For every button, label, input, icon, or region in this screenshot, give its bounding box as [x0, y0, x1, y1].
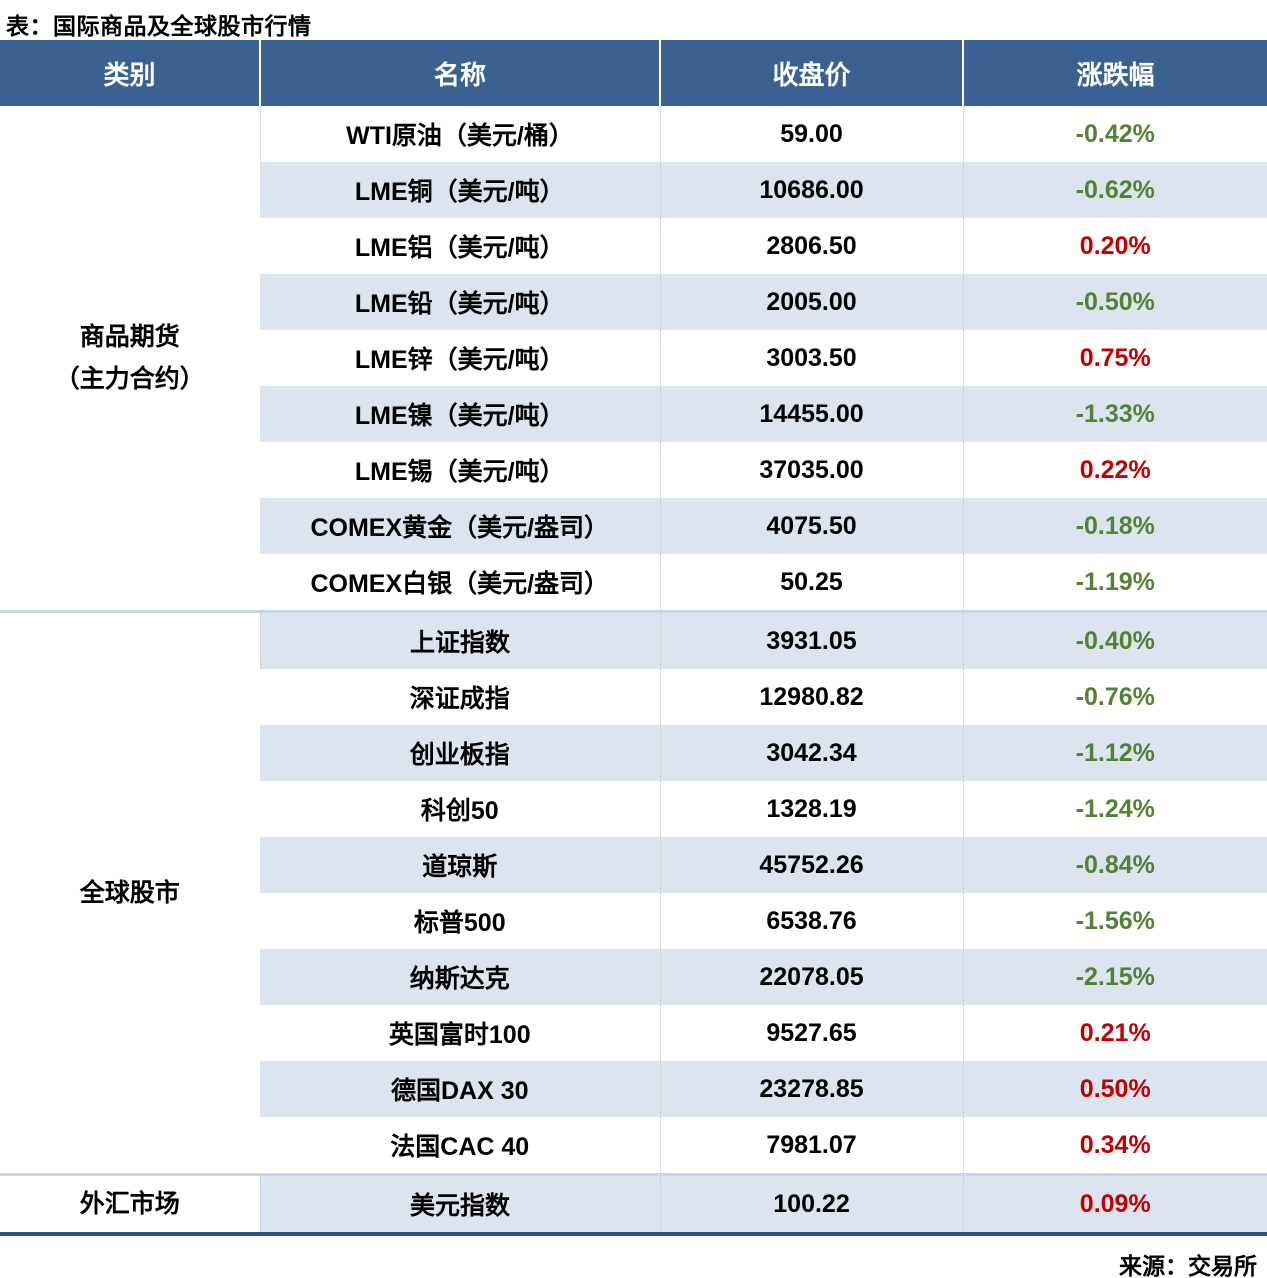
change-cell: 0.21%	[962, 1005, 1267, 1061]
name-cell: LME锡（美元/吨）	[260, 442, 660, 498]
table-row: 英国富时100 9527.65 0.21%	[0, 1005, 1267, 1061]
close-price-cell: 14455.00	[659, 386, 963, 442]
change-cell: -0.18%	[962, 498, 1267, 554]
close-price-cell: 100.22	[659, 1173, 963, 1234]
change-cell: -0.42%	[962, 106, 1267, 162]
table-row: LME铅（美元/吨） 2005.00 -0.50%	[0, 274, 1267, 330]
category-line: 商品期货	[79, 322, 180, 351]
table-row: 深证成指 12980.82 -0.76%	[0, 669, 1267, 725]
table-title: 表：国际商品及全球股市行情	[6, 13, 312, 39]
name-cell: COMEX白银（美元/盎司）	[260, 554, 660, 612]
market-table: 类别 名称 收盘价 涨跌幅 商品期货 （主力合约） WTI原油（美元/桶） 59.00…	[0, 40, 1267, 1236]
change-cell: 0.34%	[962, 1117, 1267, 1175]
table-row: 外汇市场 美元指数 100.22 0.09%	[0, 1173, 1267, 1234]
category-line: 全球股市	[79, 878, 180, 907]
name-cell: 美元指数	[259, 1173, 660, 1234]
change-cell: -0.84%	[962, 837, 1267, 893]
close-price-cell: 12980.82	[659, 669, 963, 725]
close-price-cell: 3931.05	[659, 610, 963, 669]
close-price-cell: 2806.50	[659, 218, 963, 274]
change-cell: 0.20%	[962, 218, 1267, 274]
close-price-cell: 22078.05	[659, 949, 963, 1005]
change-cell: -0.62%	[962, 162, 1267, 218]
close-price-cell: 4075.50	[659, 498, 963, 554]
table-row: 创业板指 3042.34 -1.12%	[0, 725, 1267, 781]
table-row: COMEX黄金（美元/盎司） 4075.50 -0.18%	[0, 498, 1267, 554]
name-cell: 创业板指	[260, 725, 660, 781]
name-cell: 德国DAX 30	[260, 1061, 660, 1117]
name-cell: LME锌（美元/吨）	[260, 330, 660, 386]
change-cell: -1.33%	[962, 386, 1267, 442]
table-body: 商品期货 （主力合约） WTI原油（美元/桶） 59.00 -0.42% LME铜（美元/…	[0, 106, 1267, 1234]
change-cell: -0.76%	[962, 669, 1267, 725]
header-row: 类别 名称 收盘价 涨跌幅	[0, 40, 1267, 106]
table-row: LME锡（美元/吨） 37035.00 0.22%	[0, 442, 1267, 498]
col-header-category: 类别	[0, 40, 260, 106]
name-cell: LME铝（美元/吨）	[260, 218, 660, 274]
change-cell: -1.12%	[962, 725, 1267, 781]
name-cell: 纳斯达克	[260, 949, 660, 1005]
change-cell: -1.56%	[962, 893, 1267, 949]
close-price-cell: 37035.00	[659, 442, 963, 498]
change-cell: 0.75%	[962, 330, 1267, 386]
change-cell: -1.19%	[962, 554, 1267, 612]
table-header: 类别 名称 收盘价 涨跌幅	[0, 40, 1267, 106]
table-row: 全球股市 上证指数 3931.05 -0.40%	[0, 610, 1267, 1175]
change-cell: -0.40%	[962, 610, 1267, 669]
col-header-close-price: 收盘价	[659, 40, 963, 106]
change-cell: -0.50%	[962, 274, 1267, 330]
name-cell: LME铜（美元/吨）	[260, 162, 660, 218]
table-row: 法国CAC 40 7981.07 0.34%	[0, 1117, 1267, 1175]
name-cell: COMEX黄金（美元/盎司）	[260, 498, 660, 554]
table-row: 德国DAX 30 23278.85 0.50%	[0, 1061, 1267, 1117]
close-price-cell: 7981.07	[659, 1117, 963, 1175]
change-cell: 0.09%	[962, 1173, 1267, 1234]
category-cell: 商品期货 （主力合约）	[0, 106, 260, 612]
table-row: COMEX白银（美元/盎司） 50.25 -1.19%	[0, 554, 1267, 612]
change-cell: 0.22%	[962, 442, 1267, 498]
close-price-cell: 2005.00	[659, 274, 963, 330]
close-price-cell: 9527.65	[659, 1005, 963, 1061]
name-cell: 标普500	[260, 893, 660, 949]
category-line: 外汇市场	[79, 1189, 180, 1218]
category-cell: 外汇市场	[0, 1173, 260, 1234]
table-row: 商品期货 （主力合约） WTI原油（美元/桶） 59.00 -0.42%	[0, 106, 1267, 612]
table-row: 标普500 6538.76 -1.56%	[0, 893, 1267, 949]
close-price-cell: 6538.76	[659, 893, 963, 949]
table-row: LME镍（美元/吨） 14455.00 -1.33%	[0, 386, 1267, 442]
close-price-cell: 59.00	[659, 106, 963, 162]
col-header-change: 涨跌幅	[962, 40, 1267, 106]
source-note: 来源：交易所	[1119, 1253, 1257, 1278]
table-row: LME锌（美元/吨） 3003.50 0.75%	[0, 330, 1267, 386]
table-row: 纳斯达克 22078.05 -2.15%	[0, 949, 1267, 1005]
name-cell: 上证指数	[259, 610, 660, 669]
close-price-cell: 50.25	[659, 554, 963, 612]
category-line: （主力合约）	[54, 365, 205, 393]
name-cell: 法国CAC 40	[260, 1117, 660, 1175]
col-header-name: 名称	[259, 40, 660, 106]
close-price-cell: 1328.19	[659, 781, 963, 837]
table-row: LME铜（美元/吨） 10686.00 -0.62%	[0, 162, 1267, 218]
category-cell: 全球股市	[0, 610, 260, 1175]
close-price-cell: 23278.85	[659, 1061, 963, 1117]
close-price-cell: 3042.34	[659, 725, 963, 781]
close-price-cell: 10686.00	[659, 162, 963, 218]
name-cell: 科创50	[260, 781, 660, 837]
table-row: LME铝（美元/吨） 2806.50 0.20%	[0, 218, 1267, 274]
change-cell: -1.24%	[962, 781, 1267, 837]
name-cell: LME镍（美元/吨）	[260, 386, 660, 442]
change-cell: 0.50%	[962, 1061, 1267, 1117]
close-price-cell: 45752.26	[659, 837, 963, 893]
name-cell: 英国富时100	[260, 1005, 660, 1061]
name-cell: 深证成指	[260, 669, 660, 725]
close-price-cell: 3003.50	[659, 330, 963, 386]
name-cell: WTI原油（美元/桶）	[259, 106, 660, 162]
change-cell: -2.15%	[962, 949, 1267, 1005]
table-row: 道琼斯 45752.26 -0.84%	[0, 837, 1267, 893]
table-row: 科创50 1328.19 -1.24%	[0, 781, 1267, 837]
name-cell: 道琼斯	[260, 837, 660, 893]
name-cell: LME铅（美元/吨）	[260, 274, 660, 330]
